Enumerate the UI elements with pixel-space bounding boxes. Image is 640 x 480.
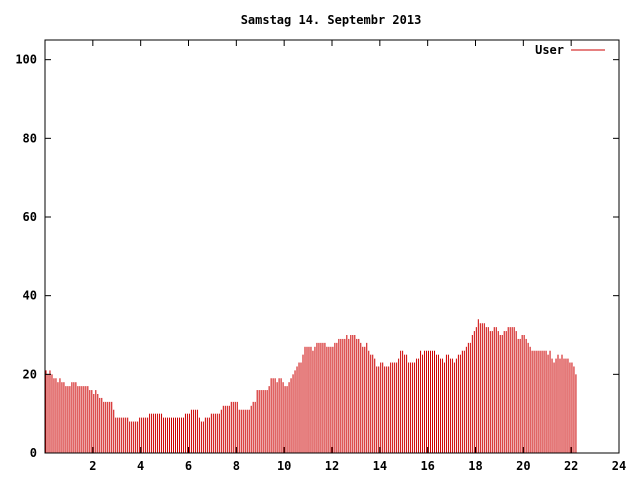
- plot-frame: [44, 39, 620, 454]
- legend: User: [535, 43, 605, 57]
- y-tick-label: 80: [23, 131, 37, 145]
- x-tick-label: 14: [373, 459, 387, 473]
- x-axis: 2 4 6 8 10 12 14 16 18 20 22 24: [89, 40, 626, 473]
- x-tick-label: 2: [89, 459, 96, 473]
- x-tick-label: 4: [137, 459, 144, 473]
- y-tick-label: 0: [30, 446, 37, 460]
- y-tick-label: 60: [23, 210, 37, 224]
- x-tick-label: 20: [516, 459, 530, 473]
- bars-group: [45, 319, 577, 453]
- y-tick-label: 40: [23, 289, 37, 303]
- x-tick-label: 10: [277, 459, 291, 473]
- x-tick-label: 8: [233, 459, 240, 473]
- y-tick-label: 20: [23, 367, 37, 381]
- chart-title: Samstag 14. Septembr 2013: [241, 13, 422, 27]
- x-tick-label: 24: [612, 459, 626, 473]
- x-tick-label: 6: [185, 459, 192, 473]
- x-tick-label: 12: [325, 459, 339, 473]
- y-axis: 0 20 40 60 80 100: [15, 53, 619, 460]
- legend-label: User: [535, 43, 564, 57]
- x-tick-label: 18: [468, 459, 482, 473]
- x-tick-label: 16: [420, 459, 434, 473]
- x-tick-label: 22: [564, 459, 578, 473]
- y-tick-label: 100: [15, 53, 37, 67]
